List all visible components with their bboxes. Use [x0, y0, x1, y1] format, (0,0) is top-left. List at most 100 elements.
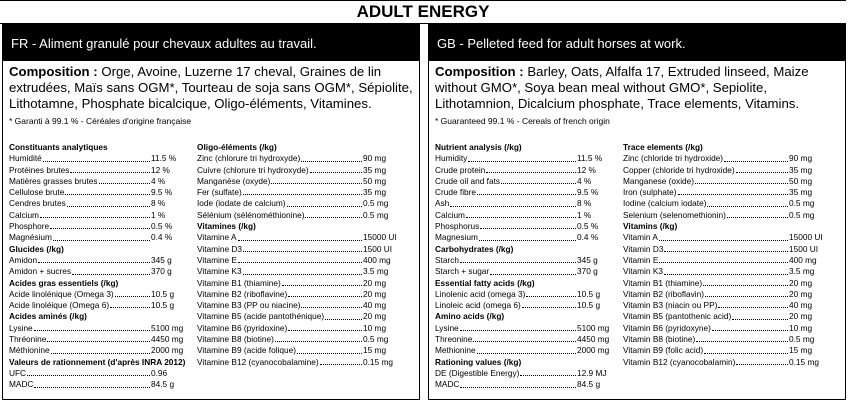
nutrient-label: Thréonine: [9, 334, 47, 345]
nutrient-label: Vitamin B12 (cyanocobalamin): [623, 356, 736, 367]
nutrient-row: MADC 84.5 g: [435, 379, 615, 390]
nutrient-row: Vitamine A 15000 UI: [197, 232, 407, 243]
nutrient-label: Iron (sulphate): [623, 187, 677, 198]
nutrient-label: DE (Digestible Energy): [435, 367, 520, 378]
leader: [473, 334, 576, 343]
section-heading: Trace elements (/kg): [623, 142, 703, 152]
nutrient-label: Cellulose brute: [9, 187, 65, 198]
nutrient-label: MADC: [435, 379, 460, 390]
leader: [47, 334, 150, 343]
nutrient-row: Acide linolénique (Omega 3) 10.5 g: [9, 289, 189, 300]
nutrient-label: Vitamin B9 (folic acid): [623, 345, 704, 356]
nutrient-value: 11.5 %: [151, 153, 177, 164]
nutrient-row: Linoleic acid (omega 6) 10.5 g: [435, 300, 615, 311]
composition: Composition : Barley, Oats, Alfalfa 17, …: [429, 61, 845, 112]
nutrient-row: Humidity 11.5 %: [435, 153, 615, 164]
nutrient-label: Manganèse (oxyde): [197, 175, 271, 186]
leader: [65, 187, 150, 196]
nutrient-label: Vitamine K3: [197, 266, 242, 277]
nutrient-row: DE (Digestible Energy) 12.9 MJ: [435, 368, 615, 379]
nutrient-label: Vitamin B3 (niacin ou PP): [623, 300, 718, 311]
leader: [664, 244, 788, 252]
nutrient-value: 0.5 mg: [789, 198, 815, 209]
nutrient-value: 1500 UI: [363, 243, 393, 254]
nutrient-value: 345 g: [577, 254, 598, 265]
nutrient-row: Vitamine B5 (acide pantothénique) 20 mg: [197, 311, 407, 322]
section-heading: Constituants analytiques: [9, 142, 108, 152]
nutrient-row: Vitamin B12 (cyanocobalamin) 0.15 mg: [623, 357, 833, 368]
nutrient-label: Humidité: [9, 153, 42, 164]
nutrient-value: 1 %: [577, 209, 592, 220]
nutrient-label: Magnesium: [435, 232, 478, 243]
nutrient-value: 20 mg: [789, 311, 813, 322]
leader: [736, 357, 788, 365]
nutrient-label: Fer (sulfate): [197, 187, 242, 198]
nutrient-row: Iron (sulphate) 35 mg: [623, 187, 833, 198]
nutrient-label: Vitamin B1 (thiamine): [623, 277, 703, 288]
nutrient-value: 12 %: [151, 164, 170, 175]
leader: [480, 221, 576, 230]
leader: [301, 300, 362, 309]
section-heading: Rationing values (/kg): [435, 356, 522, 367]
nutrient-row: Calcium 1 %: [9, 210, 189, 221]
nutrient-row: Vitamine B9 (acide folique) 15 mg: [197, 345, 407, 356]
nutrient-row: Vitamin B9 (folic acid) 15 mg: [623, 345, 833, 356]
nutrient-value: 10 mg: [789, 322, 813, 333]
nutrient-row: Vitamine B1 (thiamine) 20 mg: [197, 278, 407, 289]
nutrient-value: 0.5 mg: [363, 334, 389, 345]
section-heading: Vitamines (/kg): [197, 221, 256, 232]
nutrient-row: Starch + sugar 370 g: [435, 266, 615, 277]
nutrient-value: 12 %: [577, 164, 596, 175]
leader: [39, 210, 150, 219]
nutrient-value: 40 mg: [789, 300, 813, 311]
nutrient-value: 90 mg: [789, 153, 813, 164]
nutrient-row: Iode (iodate de calcium) 0.5 mg: [197, 198, 407, 209]
leader: [526, 289, 576, 298]
leader: [70, 165, 150, 173]
nutrient-label: Phosphorus: [435, 221, 480, 232]
panel-header: GB - Pelleted feed for adult horses at w…: [429, 25, 845, 61]
leader: [27, 368, 150, 377]
leader: [732, 311, 788, 320]
nutrient-label: Crude oil and fats: [435, 175, 501, 186]
nutrient-row: Cuivre (chlorure tri hydroxyde) 35 mg: [197, 165, 407, 176]
leader: [52, 232, 150, 241]
nutrient-row: Phosphore 0.5 %: [9, 221, 189, 232]
nutrient-value: 4 %: [151, 175, 166, 186]
section-heading: Carbohydrates (/kg): [435, 243, 514, 254]
nutrient-value: 3.5 mg: [363, 266, 389, 277]
leader: [478, 232, 576, 241]
nutrient-label: Starch: [435, 254, 459, 265]
nutrient-label: Calcium: [9, 209, 39, 220]
nutrient-label: Matières grasses brutes: [9, 175, 98, 186]
nutrient-label: Iodine (calcium iodate): [623, 198, 707, 209]
nutrient-label: Linoleic acid (omega 6): [435, 300, 521, 311]
leader: [237, 232, 362, 241]
nutrient-row: Cellulose brute 9.5 %: [9, 187, 189, 198]
nutrient-label: Magnésium: [9, 232, 52, 243]
nutrient-row: Lysine 5100 mg: [9, 323, 189, 334]
nutrient-row: Selenium (selenomethionin) 0.5 mg: [623, 210, 833, 221]
nutrient-value: 8 %: [151, 198, 166, 209]
nutrient-label: Cuivre (chlorure tri hydroxyde): [197, 164, 309, 175]
nutrient-row: Magnésium 0.4 %: [9, 232, 189, 243]
nutrient-label: Amidon: [9, 254, 38, 265]
nutrient-value: 370 g: [151, 266, 172, 277]
nutrient-value: 10.5 g: [151, 300, 175, 311]
nutrient-label: Amidon + sucres: [9, 266, 72, 277]
leader: [274, 334, 362, 343]
leader: [696, 334, 788, 343]
nutrient-label: Crude protein: [435, 164, 486, 175]
column: Constituants analytiques Humidité 11.5 % Pr…: [9, 142, 189, 391]
nutrient-row: Phosphorus 0.5 %: [435, 221, 615, 232]
nutrient-value: 370 g: [577, 266, 598, 277]
nutrient-label: Vitamine B1 (thiamine): [197, 277, 281, 288]
nutrient-row: Vitamin B3 (niacin ou PP) 40 mg: [623, 300, 833, 311]
nutrient-value: 90 mg: [363, 153, 387, 164]
nutrient-value: 5100 mg: [151, 322, 184, 333]
nutrient-row: Manganese (oxide) 50 mg: [623, 176, 833, 187]
nutrient-label: Lysine: [9, 322, 33, 333]
leader: [309, 165, 362, 173]
nutrient-row: Vitamine D3 1500 UI: [197, 244, 407, 255]
nutrient-label: Starch + sugar: [435, 266, 490, 277]
